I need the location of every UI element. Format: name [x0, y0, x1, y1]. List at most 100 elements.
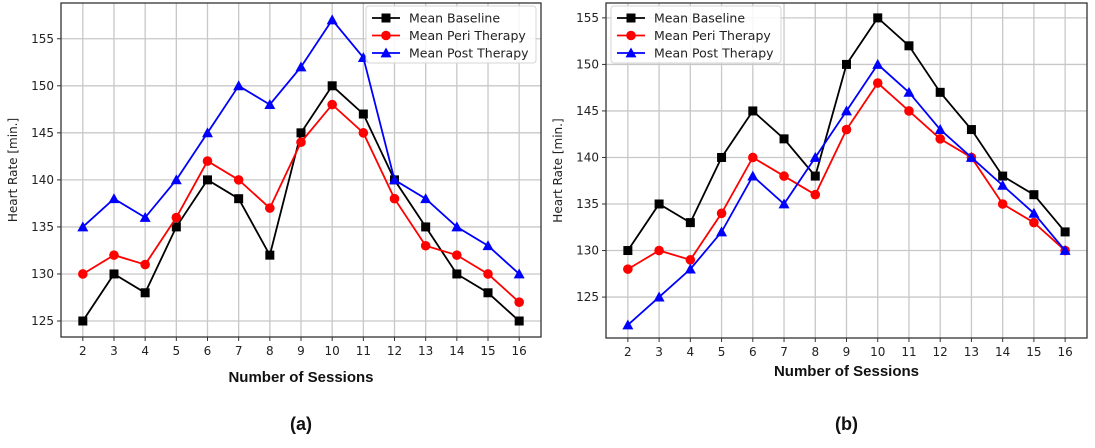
data-point — [78, 316, 88, 326]
data-point — [234, 194, 244, 204]
data-point — [903, 86, 915, 97]
y-tick-label: 125 — [31, 314, 54, 328]
x-tick-label: 9 — [843, 345, 851, 359]
legend-label: Mean Baseline — [409, 11, 500, 26]
data-point — [778, 198, 790, 209]
data-point — [513, 268, 525, 279]
data-point — [997, 199, 1008, 209]
x-tick-label: 5 — [173, 344, 181, 358]
data-point — [810, 189, 821, 200]
data-point — [358, 128, 369, 138]
data-point — [139, 212, 151, 222]
data-point — [140, 259, 150, 270]
y-tick-label: 140 — [31, 173, 54, 187]
data-point — [295, 61, 307, 72]
legend-item: Mean Peri Therapy — [617, 28, 771, 43]
legend: Mean Baseline Mean Peri Therapy Mean Post … — [610, 5, 782, 64]
data-point — [170, 174, 182, 185]
data-point — [654, 245, 664, 256]
x-tick-label: 13 — [418, 344, 433, 358]
x-tick-label: 13 — [964, 345, 979, 359]
data-point — [997, 179, 1009, 190]
y-axis-label: Heart Rate [min.] — [551, 118, 565, 222]
data-point — [841, 105, 852, 116]
legend-label: Mean Post Therapy — [654, 46, 774, 61]
data-point — [326, 14, 338, 25]
data-point — [748, 106, 758, 116]
data-point — [1060, 227, 1070, 237]
legend-label: Mean Peri Therapy — [654, 28, 771, 43]
data-point — [171, 212, 182, 223]
x-tick-label: 12 — [387, 344, 402, 358]
legend-marker — [381, 13, 391, 23]
data-point — [265, 250, 275, 260]
y-tick-label: 130 — [576, 244, 599, 258]
legend-item: Mean Baseline — [372, 11, 500, 26]
legend-item: Mean Post Therapy — [372, 46, 529, 61]
data-point — [841, 124, 852, 135]
y-tick-label: 155 — [31, 32, 54, 46]
data-point — [904, 106, 914, 116]
data-point — [779, 171, 789, 181]
data-point — [935, 87, 945, 97]
x-tick-label: 8 — [811, 345, 819, 359]
legend-item: Mean Post Therapy — [617, 46, 774, 61]
y-tick-label: 155 — [576, 11, 599, 25]
data-point — [873, 13, 883, 23]
data-point — [296, 137, 306, 148]
data-point — [296, 128, 306, 138]
x-tick-label: 6 — [749, 345, 757, 359]
data-point — [842, 59, 851, 69]
data-point — [327, 81, 337, 91]
x-tick-label: 7 — [780, 345, 788, 359]
data-point — [716, 208, 727, 219]
data-point — [451, 221, 463, 232]
data-point — [514, 297, 524, 307]
data-point — [684, 263, 696, 274]
data-point — [109, 250, 119, 260]
data-point — [779, 134, 789, 144]
y-tick-label: 125 — [576, 290, 599, 304]
data-point — [358, 109, 368, 119]
x-tick-label: 11 — [901, 345, 916, 359]
data-point — [685, 218, 695, 228]
y-axis-label: Heart Rate [min.] — [6, 118, 20, 222]
data-point — [483, 269, 493, 279]
data-point — [1028, 207, 1040, 218]
y-tick-label: 150 — [576, 57, 599, 71]
x-axis-label: Number of Sessions — [774, 363, 919, 380]
legend-label: Mean Baseline — [654, 11, 745, 26]
x-tick-label: 5 — [718, 345, 726, 359]
data-point — [717, 152, 727, 162]
x-tick-label: 8 — [266, 344, 274, 358]
legend-marker — [626, 30, 636, 41]
x-tick-label: 4 — [687, 345, 695, 359]
data-point — [622, 319, 634, 330]
data-point — [77, 221, 89, 232]
data-point — [623, 246, 633, 256]
data-point — [514, 316, 524, 326]
data-point — [810, 171, 820, 181]
data-point — [654, 199, 664, 209]
x-tick-label: 15 — [1026, 345, 1041, 359]
x-axis-label: Number of Sessions — [228, 369, 373, 386]
x-tick-label: 7 — [235, 344, 243, 358]
data-point — [747, 152, 758, 163]
data-point — [685, 255, 696, 265]
series-mean-baseline — [623, 13, 1070, 256]
data-point — [934, 124, 946, 134]
data-point — [233, 80, 245, 91]
legend-box — [610, 5, 782, 64]
legend-box — [365, 5, 537, 64]
data-point — [872, 78, 883, 88]
y-tick-label: 140 — [576, 150, 599, 164]
data-point — [935, 134, 946, 144]
data-point — [108, 193, 120, 204]
data-point — [171, 222, 181, 232]
data-point — [1059, 245, 1071, 255]
x-tick-label: 2 — [79, 344, 87, 358]
x-tick-label: 9 — [297, 344, 305, 358]
data-point — [965, 151, 977, 162]
data-point — [389, 174, 401, 185]
series-mean-peri-therapy — [78, 99, 524, 307]
